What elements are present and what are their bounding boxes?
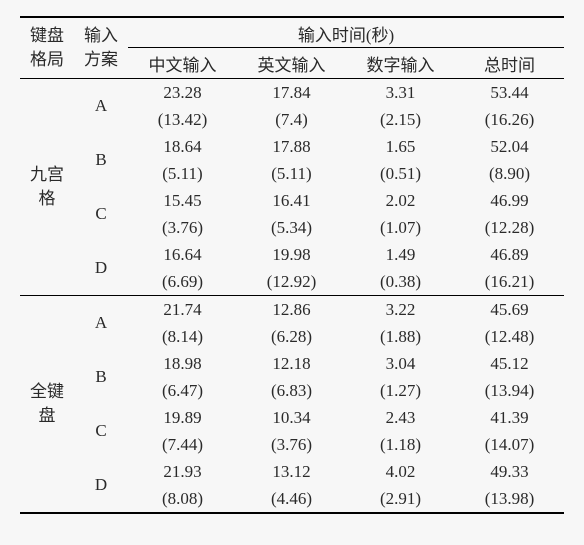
cell-num: 1.65 <box>346 133 455 160</box>
cell-num: 2.43 <box>346 404 455 431</box>
cell-total: 52.04 <box>455 133 564 160</box>
cell-cn: 15.45 <box>128 187 237 214</box>
header-scheme-l2: 方案 <box>84 50 118 69</box>
header-scheme: 输入 方案 <box>74 17 128 79</box>
cell-cn-sd: (13.42) <box>128 106 237 133</box>
cell-cn: 21.93 <box>128 458 237 485</box>
header-en: 英文输入 <box>237 48 346 79</box>
cell-total-sd: (14.07) <box>455 431 564 458</box>
layout-nine-l2: 格 <box>39 189 56 208</box>
cell-en: 17.88 <box>237 133 346 160</box>
cell-total: 45.69 <box>455 296 564 324</box>
layout-full-l1: 全键 <box>30 382 64 401</box>
cell-cn-sd: (5.11) <box>128 160 237 187</box>
cell-num: 3.22 <box>346 296 455 324</box>
cell-num: 4.02 <box>346 458 455 485</box>
cell-num-sd: (0.38) <box>346 268 455 296</box>
cell-total: 49.33 <box>455 458 564 485</box>
scheme-label: D <box>74 241 128 296</box>
cell-en-sd: (5.34) <box>237 214 346 241</box>
cell-num: 2.02 <box>346 187 455 214</box>
scheme-label: A <box>74 79 128 134</box>
cell-cn: 23.28 <box>128 79 237 107</box>
cell-num: 3.04 <box>346 350 455 377</box>
scheme-label: C <box>74 404 128 458</box>
cell-num-sd: (2.91) <box>346 485 455 513</box>
cell-num-sd: (1.18) <box>346 431 455 458</box>
header-total: 总时间 <box>455 48 564 79</box>
layout-full-l2: 盘 <box>39 406 56 425</box>
header-layout: 键盘 格局 <box>20 17 74 79</box>
cell-en-sd: (6.83) <box>237 377 346 404</box>
cell-total-sd: (8.90) <box>455 160 564 187</box>
cell-cn: 18.98 <box>128 350 237 377</box>
cell-cn-sd: (8.14) <box>128 323 237 350</box>
header-layout-l1: 键盘 <box>30 26 64 45</box>
cell-total-sd: (13.98) <box>455 485 564 513</box>
cell-en: 17.84 <box>237 79 346 107</box>
cell-cn-sd: (6.47) <box>128 377 237 404</box>
cell-en: 12.86 <box>237 296 346 324</box>
header-cn: 中文输入 <box>128 48 237 79</box>
header-layout-l2: 格局 <box>30 50 64 69</box>
layout-nine-l1: 九宫 <box>30 165 64 184</box>
cell-total: 53.44 <box>455 79 564 107</box>
cell-en-sd: (4.46) <box>237 485 346 513</box>
cell-cn-sd: (3.76) <box>128 214 237 241</box>
cell-cn-sd: (6.69) <box>128 268 237 296</box>
cell-cn: 18.64 <box>128 133 237 160</box>
cell-en-sd: (3.76) <box>237 431 346 458</box>
scheme-label: C <box>74 187 128 241</box>
layout-label-nine: 九宫 格 <box>20 79 74 296</box>
cell-en: 13.12 <box>237 458 346 485</box>
cell-en: 12.18 <box>237 350 346 377</box>
cell-total-sd: (16.21) <box>455 268 564 296</box>
cell-cn-sd: (7.44) <box>128 431 237 458</box>
cell-total: 41.39 <box>455 404 564 431</box>
header-time-group: 输入时间(秒) <box>128 17 564 48</box>
cell-cn: 19.89 <box>128 404 237 431</box>
cell-en: 19.98 <box>237 241 346 268</box>
cell-num-sd: (1.88) <box>346 323 455 350</box>
cell-total-sd: (16.26) <box>455 106 564 133</box>
header-num: 数字输入 <box>346 48 455 79</box>
cell-total-sd: (12.48) <box>455 323 564 350</box>
scheme-label: B <box>74 350 128 404</box>
cell-num-sd: (0.51) <box>346 160 455 187</box>
scheme-label: B <box>74 133 128 187</box>
header-scheme-l1: 输入 <box>84 26 118 45</box>
input-time-table: 键盘 格局 输入 方案 输入时间(秒) 中文输入 英文输入 数字输入 总时间 <box>20 16 564 514</box>
cell-total: 46.89 <box>455 241 564 268</box>
layout-label-full: 全键 盘 <box>20 296 74 514</box>
cell-total-sd: (12.28) <box>455 214 564 241</box>
cell-en-sd: (7.4) <box>237 106 346 133</box>
cell-cn-sd: (8.08) <box>128 485 237 513</box>
scheme-label: A <box>74 296 128 351</box>
cell-num-sd: (1.27) <box>346 377 455 404</box>
cell-total: 46.99 <box>455 187 564 214</box>
cell-en-sd: (6.28) <box>237 323 346 350</box>
cell-num-sd: (1.07) <box>346 214 455 241</box>
cell-total-sd: (13.94) <box>455 377 564 404</box>
cell-num-sd: (2.15) <box>346 106 455 133</box>
data-table: 键盘 格局 输入 方案 输入时间(秒) 中文输入 英文输入 数字输入 总时间 <box>20 16 564 514</box>
cell-en: 16.41 <box>237 187 346 214</box>
cell-en-sd: (5.11) <box>237 160 346 187</box>
cell-cn: 21.74 <box>128 296 237 324</box>
cell-num: 3.31 <box>346 79 455 107</box>
cell-cn: 16.64 <box>128 241 237 268</box>
cell-en-sd: (12.92) <box>237 268 346 296</box>
cell-total: 45.12 <box>455 350 564 377</box>
scheme-label: D <box>74 458 128 513</box>
cell-en: 10.34 <box>237 404 346 431</box>
cell-num: 1.49 <box>346 241 455 268</box>
